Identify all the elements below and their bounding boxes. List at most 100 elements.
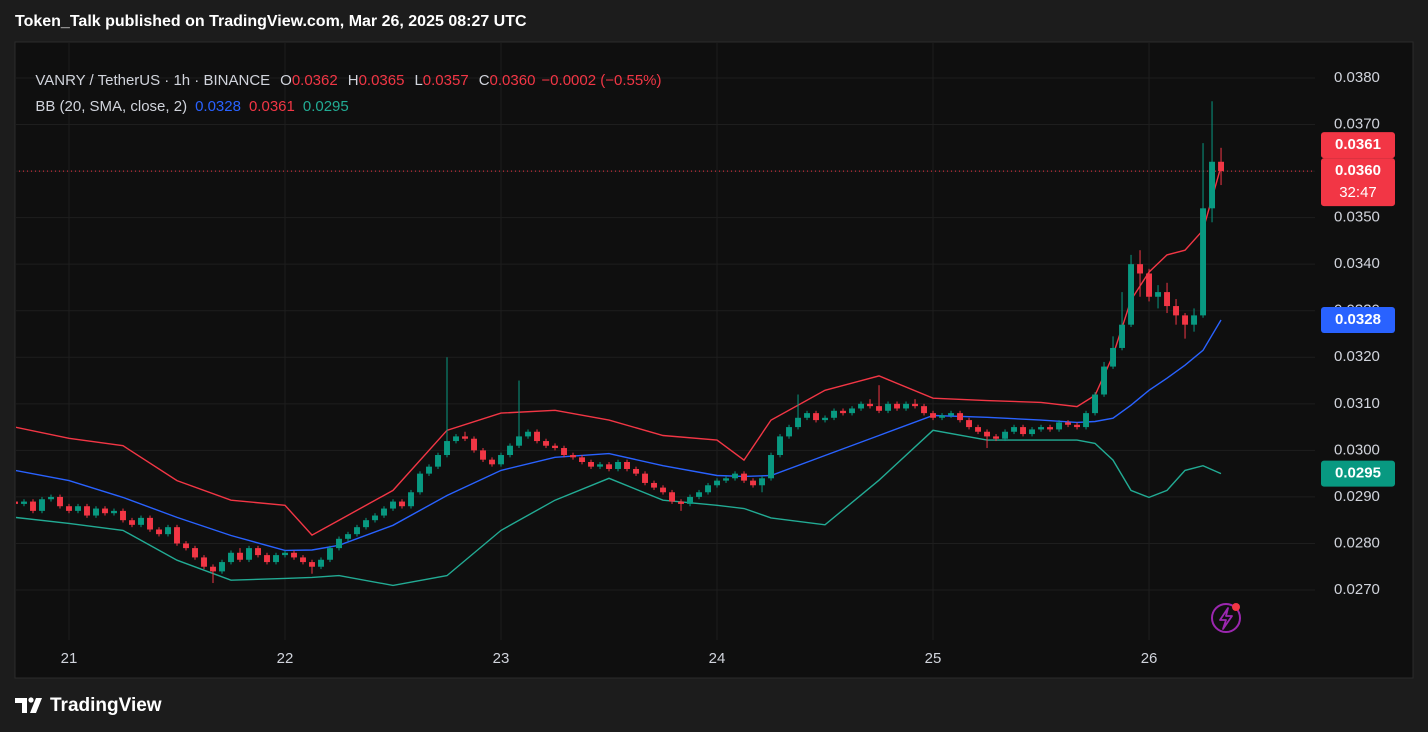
candle-body bbox=[966, 420, 972, 428]
indicator-legend: BB (20, SMA, close, 2) 0.0328 0.0361 0.0295 bbox=[27, 80, 348, 116]
candle-body bbox=[255, 548, 261, 556]
candle-body bbox=[156, 529, 162, 535]
x-tick-label: 23 bbox=[493, 650, 510, 667]
y-tick-label: 0.0270 bbox=[1334, 581, 1380, 598]
candle-body bbox=[984, 431, 990, 437]
candle-body bbox=[903, 403, 909, 409]
candle-body bbox=[1128, 264, 1135, 325]
candle-body bbox=[138, 517, 144, 525]
candle-body bbox=[759, 478, 765, 486]
candle-body bbox=[30, 501, 36, 511]
candle-body bbox=[786, 427, 792, 437]
ohlc-value: 0.0360 bbox=[489, 72, 536, 89]
candle-body bbox=[228, 552, 234, 563]
candle-body bbox=[1038, 427, 1045, 430]
candle-body bbox=[273, 555, 279, 563]
candle-body bbox=[831, 410, 837, 418]
price-label: 0.0361 bbox=[1335, 136, 1381, 153]
candle-body bbox=[948, 413, 954, 416]
candle-body bbox=[993, 436, 1000, 439]
candle-body bbox=[1182, 315, 1189, 325]
alert-icon[interactable] bbox=[1211, 603, 1241, 633]
candle-body bbox=[912, 403, 918, 407]
candle-body bbox=[975, 427, 981, 432]
candle-body bbox=[606, 464, 612, 469]
indicator-name: BB (20, SMA, close, 2) bbox=[35, 98, 188, 115]
x-tick-label: 22 bbox=[277, 650, 294, 667]
candle-body bbox=[1191, 315, 1198, 325]
candle-body bbox=[804, 413, 810, 418]
candle-body bbox=[372, 515, 378, 521]
candle-body bbox=[1065, 422, 1072, 425]
candle-body bbox=[480, 450, 486, 460]
candle-body bbox=[417, 473, 423, 493]
candle-body bbox=[246, 548, 252, 560]
x-tick-label: 25 bbox=[925, 650, 942, 667]
symbol-legend: VANRY / TetherUS · 1h · BINANCE O0.0362 H0… bbox=[27, 54, 661, 90]
candle-body bbox=[399, 501, 405, 507]
candle-body bbox=[282, 552, 288, 556]
ohlc-value: 0.0362 bbox=[291, 72, 338, 89]
candle-body bbox=[1209, 161, 1216, 209]
candle-body bbox=[318, 559, 324, 567]
candle-body bbox=[741, 473, 747, 481]
candle-body bbox=[777, 436, 783, 456]
candle-body bbox=[147, 517, 153, 530]
candle-body bbox=[840, 410, 846, 414]
brand-logo bbox=[15, 697, 42, 713]
candle-body bbox=[48, 496, 54, 500]
candle-body bbox=[678, 501, 684, 504]
candle-body bbox=[885, 403, 891, 411]
axes: 0.0270 0.0280 0.0290 0.0300 0.0310 0.0320 0.03… bbox=[61, 69, 1395, 667]
candle-body bbox=[201, 557, 207, 567]
candle-body bbox=[471, 438, 477, 451]
ohlc-key: O bbox=[280, 72, 292, 89]
candle-body bbox=[1101, 366, 1108, 395]
candle-body bbox=[714, 480, 720, 486]
brand-name: TradingView bbox=[50, 695, 162, 716]
candle-body bbox=[867, 403, 873, 407]
price-label: 0.0360 bbox=[1335, 162, 1381, 179]
candle-body bbox=[408, 492, 414, 507]
candle-body bbox=[768, 455, 774, 479]
ohlc-value: 0.0357 bbox=[422, 72, 469, 89]
candle-body bbox=[1011, 427, 1018, 432]
candle-body bbox=[219, 562, 225, 572]
y-tick-label: 0.0290 bbox=[1334, 488, 1380, 505]
candle-body bbox=[102, 508, 108, 514]
candle-body bbox=[1056, 422, 1063, 430]
candle-body bbox=[750, 480, 756, 486]
candle-body bbox=[1092, 394, 1099, 414]
chart-panel bbox=[14, 41, 1414, 679]
y-tick-label: 0.0280 bbox=[1334, 534, 1380, 551]
candle-body bbox=[723, 478, 729, 481]
candle-body bbox=[1002, 431, 1009, 439]
candle-body bbox=[597, 464, 603, 467]
candle-body bbox=[1083, 413, 1090, 428]
price-label-box bbox=[1321, 307, 1395, 334]
price-label-box bbox=[1321, 460, 1395, 487]
price-label-box bbox=[1321, 158, 1395, 207]
ohlc-key: C bbox=[478, 72, 490, 89]
y-tick-label: 0.0380 bbox=[1334, 69, 1380, 86]
candle-body bbox=[561, 448, 567, 456]
candle-body bbox=[1164, 292, 1171, 307]
y-tick-label: 0.0370 bbox=[1334, 115, 1380, 132]
candle-body bbox=[498, 455, 504, 465]
y-tick-label: 0.0350 bbox=[1334, 209, 1380, 226]
candle-body bbox=[111, 510, 117, 514]
candle-body bbox=[813, 413, 819, 421]
candle-body bbox=[696, 492, 702, 497]
candle-body bbox=[75, 506, 81, 511]
candle-body bbox=[93, 508, 99, 516]
candle-body bbox=[435, 455, 441, 467]
candle-body bbox=[642, 473, 648, 483]
candle-body bbox=[1137, 264, 1144, 274]
candle-body bbox=[876, 406, 882, 411]
plot bbox=[16, 101, 1315, 587]
candle-body bbox=[930, 413, 936, 418]
candle-body bbox=[507, 445, 513, 456]
candle-body bbox=[660, 487, 666, 493]
